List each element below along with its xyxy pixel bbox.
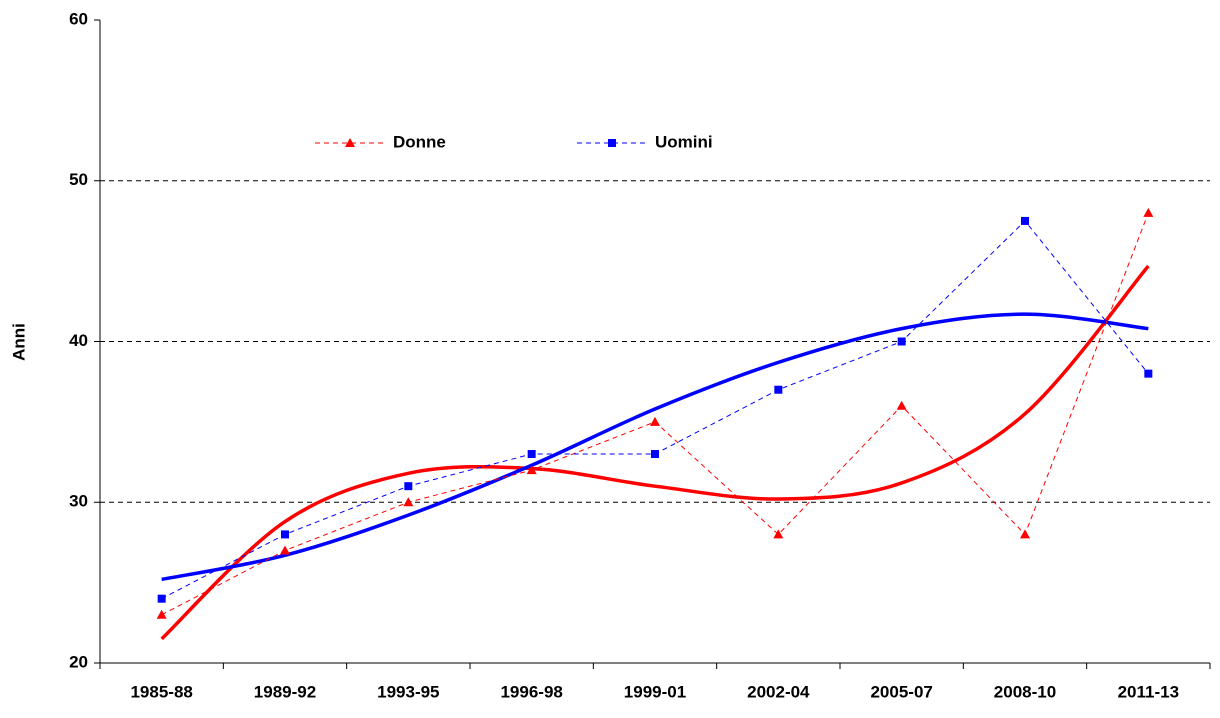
data-point: [896, 400, 907, 410]
data-point: [156, 609, 167, 619]
data-point: [526, 465, 537, 475]
data-point: [1143, 207, 1154, 217]
data-point: [773, 529, 784, 539]
x-tick-label: 2005-07: [870, 682, 932, 701]
x-tick-label: 2011-13: [1118, 682, 1179, 701]
series-line: [161, 212, 1149, 616]
data-point: [527, 450, 536, 459]
legend-marker: [608, 139, 616, 147]
legend-label: Uomini: [655, 132, 713, 151]
y-tick-label: 50: [69, 170, 88, 189]
data-point: [774, 385, 783, 394]
trendline: [160, 264, 1150, 641]
y-tick-label: 20: [69, 652, 88, 671]
data-point: [651, 450, 659, 459]
x-tick-label: 1993-95: [377, 682, 439, 701]
x-tick-label: 1985-88: [130, 682, 192, 701]
data-point: [157, 594, 166, 603]
data-point: [281, 530, 289, 539]
data-point: [650, 416, 660, 426]
y-tick-label: 60: [69, 9, 88, 28]
x-tick-label: 2008-10: [994, 682, 1056, 701]
legend-label: Donne: [393, 132, 446, 151]
data-point: [404, 482, 413, 491]
y-tick-label: 40: [69, 331, 88, 350]
trendline: [161, 312, 1149, 582]
data-point: [897, 337, 906, 346]
y-tick-label: 30: [69, 492, 88, 511]
data-point: [1144, 369, 1153, 378]
x-tick-label: 1996-98: [500, 682, 562, 701]
x-tick-label: 2002-04: [747, 682, 810, 701]
legend-marker: [345, 138, 355, 147]
data-point: [403, 497, 414, 507]
x-tick-label: 1989-92: [254, 682, 316, 701]
y-axis-label: Anni: [9, 323, 28, 361]
x-tick-label: 1999-01: [624, 682, 686, 701]
data-point: [1020, 529, 1030, 539]
data-point: [1021, 216, 1029, 225]
data-point: [280, 545, 290, 555]
